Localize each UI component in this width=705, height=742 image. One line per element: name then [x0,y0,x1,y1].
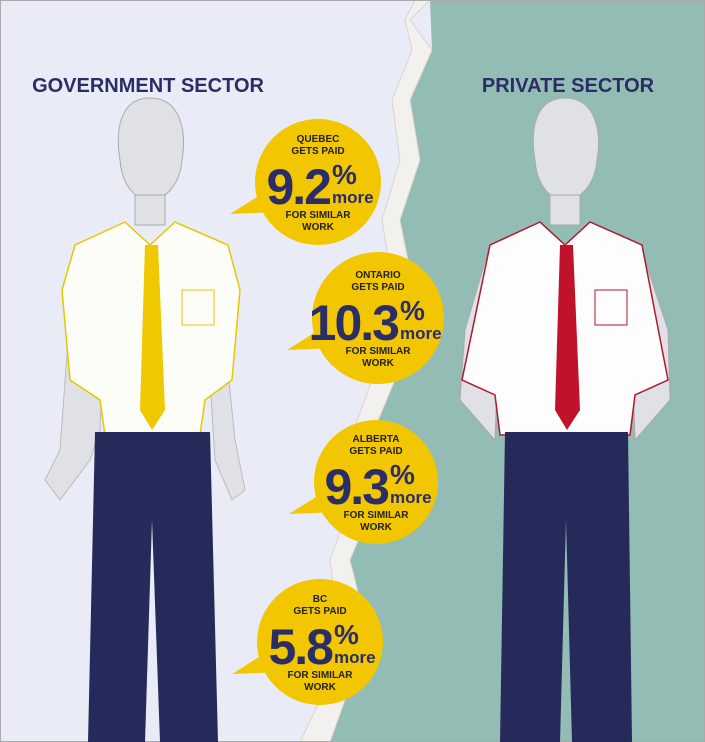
suffix: more [400,324,442,343]
suffix: more [390,488,432,507]
right-heading: PRIVATE SECTOR [482,75,655,97]
province: ONTARIO [355,270,401,281]
unit: % [332,159,357,190]
value: 10.3 [309,295,399,351]
footer: FOR SIMILAR [288,670,354,681]
infographic: GOVERNMENT SECTOR PRIVATE SECTOR QUEBECG… [0,0,705,742]
footer: WORK [304,682,336,693]
value: 9.2 [266,159,330,215]
gets-paid: GETS PAID [349,446,402,457]
unit: % [400,295,425,326]
gets-paid: GETS PAID [293,606,346,617]
footer: FOR SIMILAR [346,346,412,357]
suffix: more [334,648,376,667]
province: QUEBEC [297,134,340,145]
footer: WORK [362,358,394,369]
value: 5.8 [268,619,333,675]
province: BC [313,594,327,605]
left-heading: GOVERNMENT SECTOR [32,75,264,97]
unit: % [334,619,359,650]
gets-paid: GETS PAID [351,282,404,293]
province: ALBERTA [352,434,399,445]
footer: WORK [360,522,392,533]
unit: % [390,459,415,490]
footer: FOR SIMILAR [286,210,352,221]
footer: WORK [302,222,334,233]
footer: FOR SIMILAR [344,510,410,521]
suffix: more [332,188,374,207]
value: 9.3 [324,459,388,515]
gets-paid: GETS PAID [291,146,344,157]
